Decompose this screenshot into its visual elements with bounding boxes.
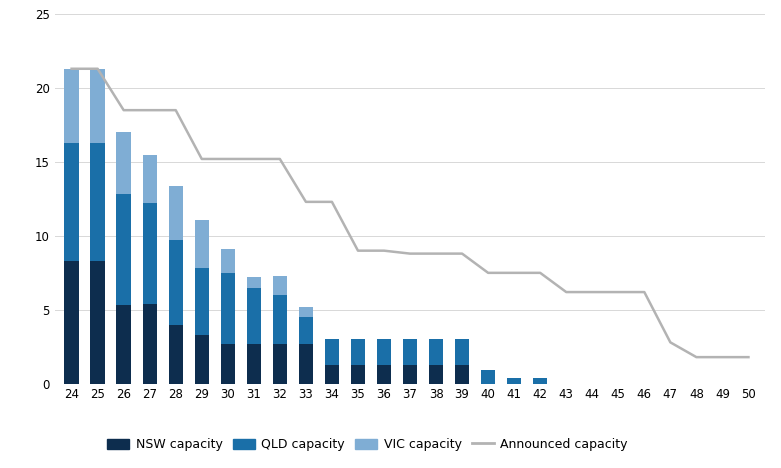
Legend: NSW capacity, QLD capacity, VIC capacity, Announced capacity: NSW capacity, QLD capacity, VIC capacity… (107, 438, 628, 451)
Bar (194, 269, 209, 335)
Bar (143, 203, 157, 304)
Bar (273, 295, 287, 344)
Bar (220, 273, 235, 344)
Bar (220, 249, 235, 273)
Bar (273, 276, 287, 295)
Bar (194, 335, 209, 384)
Bar (376, 339, 391, 365)
Bar (298, 317, 313, 344)
Bar (403, 365, 417, 384)
Bar (429, 365, 444, 384)
Bar (247, 344, 261, 384)
Bar (325, 339, 339, 365)
Bar (247, 277, 261, 288)
Bar (169, 325, 183, 384)
Bar (169, 186, 183, 240)
Bar (91, 261, 105, 384)
Bar (429, 339, 444, 365)
Bar (403, 339, 417, 365)
Bar (273, 344, 287, 384)
Bar (169, 240, 183, 325)
Bar (298, 307, 313, 317)
Bar (91, 69, 105, 143)
Bar (325, 365, 339, 384)
Bar (507, 378, 522, 384)
Bar (64, 69, 79, 143)
Bar (64, 261, 79, 384)
Bar (247, 288, 261, 344)
Bar (91, 143, 105, 261)
Bar (116, 195, 130, 306)
Bar (220, 344, 235, 384)
Bar (116, 306, 130, 384)
Bar (376, 365, 391, 384)
Bar (351, 339, 365, 365)
Bar (298, 344, 313, 384)
Bar (533, 378, 547, 384)
Bar (143, 304, 157, 384)
Bar (455, 365, 469, 384)
Bar (194, 219, 209, 269)
Bar (351, 365, 365, 384)
Bar (143, 154, 157, 203)
Bar (64, 143, 79, 261)
Bar (116, 132, 130, 195)
Bar (455, 339, 469, 365)
Bar (481, 371, 495, 384)
